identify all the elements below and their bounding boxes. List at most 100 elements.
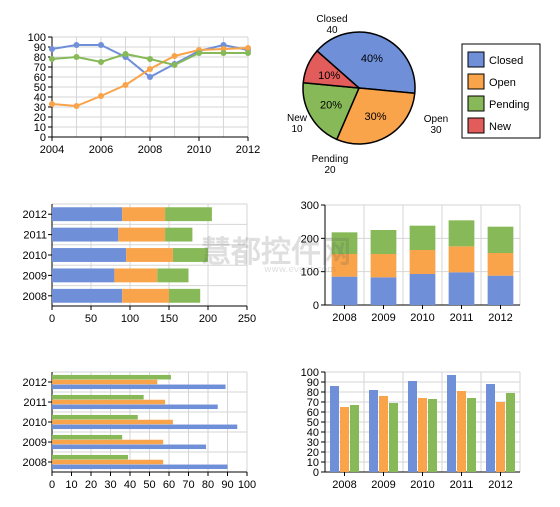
x-tick-label: 2009 (371, 312, 395, 324)
x-tick-label: 150 (160, 313, 178, 325)
bar-closed (370, 277, 397, 305)
watermark-subtext: www.evget.com (264, 265, 336, 275)
line-point-pending (98, 59, 104, 65)
y-tick-label: 0 (313, 467, 319, 479)
x-tick-label: 20 (85, 479, 97, 491)
bar-closed (331, 276, 358, 305)
y-tick-label: 90 (307, 377, 319, 389)
y-tick-label: 40 (307, 427, 319, 439)
pie-pct-label: 30% (365, 111, 387, 123)
bar-pending (350, 405, 359, 472)
bar-pending (428, 399, 437, 472)
x-tick-label: 50 (143, 479, 155, 491)
bar-open (457, 391, 466, 472)
y-tick-label: 100 (301, 267, 319, 279)
pie-slice-closed (315, 31, 416, 95)
x-tick-label: 60 (163, 479, 175, 491)
bar-open (448, 246, 475, 273)
y-tick-label: 100 (28, 32, 46, 44)
line-point-open (49, 101, 55, 107)
pie-slice-new (302, 49, 362, 89)
x-tick-label: 2012 (488, 312, 512, 324)
y-tick-label: 2011 (23, 230, 47, 242)
x-tick-label: 2004 (40, 144, 64, 156)
y-tick-label: 60 (307, 407, 319, 419)
vertical-stacked-bar-chart: 0 100 200 300 2008 2009 2010 2011 2012 (301, 200, 521, 324)
x-tick-label: 2008 (332, 479, 356, 491)
pie-pct-label: 10% (318, 70, 340, 82)
bar-closed (448, 272, 475, 305)
line-point-closed (49, 46, 55, 52)
y-tick-label: 80 (307, 387, 319, 399)
line-point-pending (73, 54, 80, 60)
line-point-pending (245, 50, 251, 56)
x-tick-label: 2010 (410, 479, 434, 491)
bar-pending (506, 393, 515, 472)
pie-slice-open (335, 87, 416, 145)
line-point-pending (220, 50, 227, 56)
pie-outer-label: Closed (316, 14, 347, 25)
y-tick-label: 90 (34, 42, 46, 54)
bar-closed (52, 464, 228, 470)
bar-closed (409, 274, 436, 305)
bar-closed (52, 288, 123, 303)
bar-open (331, 254, 358, 277)
bar-pending (52, 394, 144, 400)
line-point-closed (147, 74, 153, 80)
horizontal-stacked-bar-chart: 0 50 100 150 200 250 2008 2009 2010 2011 2012 (23, 203, 256, 325)
bar-open (126, 248, 173, 262)
bar-pending (52, 454, 129, 460)
horizontal-grouped-bar-chart: 0 10 20 30 40 50 60 70 80 90 100 2008 2009 2010 2011 20… (23, 371, 256, 491)
x-tick-label: 2011 (450, 312, 474, 324)
legend-label-new: New (489, 121, 511, 133)
y-tick-label: 2009 (23, 437, 47, 449)
y-tick-label: 20 (307, 447, 319, 459)
line-point-pending (122, 51, 129, 57)
pie-outer-value: 20 (324, 165, 336, 176)
bar-open (496, 402, 505, 472)
line-point-open (73, 103, 80, 109)
pie-outer-label: New (287, 113, 308, 124)
line-point-open (147, 66, 153, 72)
bar-pending (169, 288, 201, 303)
bar-open (122, 288, 169, 303)
line-point-open (98, 93, 104, 99)
y-tick-label: 300 (301, 200, 319, 212)
y-tick-label: 2011 (23, 397, 47, 409)
y-tick-label: 20 (34, 112, 46, 124)
x-tick-label: 250 (238, 313, 256, 325)
bar-closed (52, 384, 226, 390)
x-tick-label: 10 (65, 479, 77, 491)
pie-outer-value: 30 (430, 125, 442, 136)
y-tick-label: 10 (34, 122, 46, 134)
y-tick-label: 2012 (23, 377, 47, 389)
bar-closed (369, 390, 378, 472)
bar-closed (447, 375, 456, 472)
x-tick-label: 70 (182, 479, 194, 491)
y-tick-label: 2008 (23, 457, 47, 469)
y-tick-label: 2010 (23, 250, 47, 262)
legend-label-closed: Closed (489, 55, 523, 67)
y-tick-label: 100 (301, 367, 319, 379)
legend-label-pending: Pending (489, 99, 529, 111)
x-tick-label: 2009 (371, 479, 395, 491)
bar-pending (389, 403, 398, 472)
x-tick-label: 200 (199, 313, 217, 325)
y-tick-label: 30 (307, 437, 319, 449)
y-tick-label: 10 (307, 457, 319, 469)
bar-open (114, 268, 158, 283)
bar-open (52, 379, 158, 385)
line-point-open (245, 45, 251, 51)
x-tick-label: 40 (124, 479, 136, 491)
x-tick-label: 100 (238, 479, 256, 491)
bar-open (52, 459, 164, 465)
line-point-open (171, 53, 178, 59)
bar-closed (486, 384, 495, 472)
x-tick-label: 2010 (187, 144, 211, 156)
legend-swatch-new (467, 117, 485, 134)
y-tick-label: 0 (40, 132, 46, 144)
line-point-closed (73, 42, 80, 48)
